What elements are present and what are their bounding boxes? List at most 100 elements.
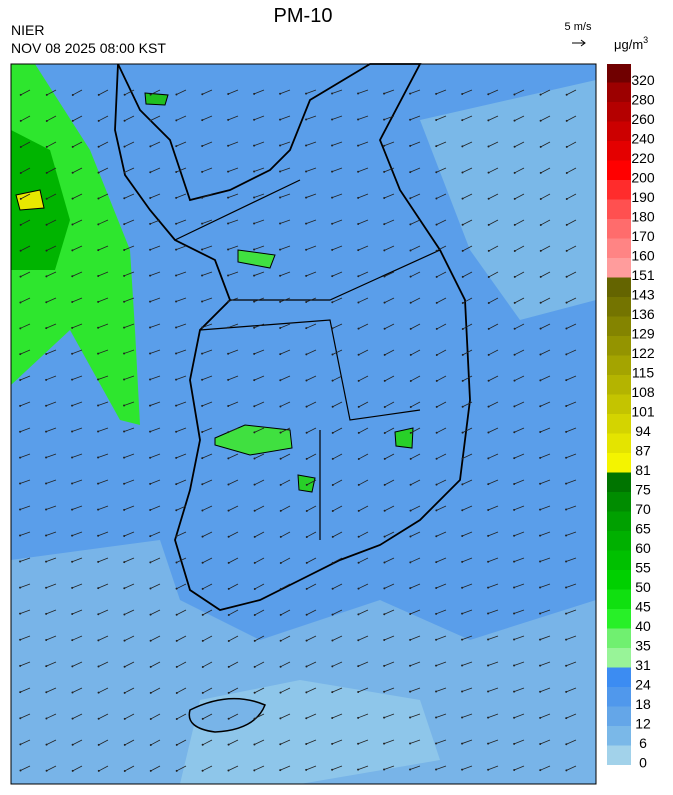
wind-arrow <box>488 141 499 147</box>
wind-arrow <box>20 193 31 200</box>
wind-arrow <box>539 583 551 588</box>
wind-arrowhead <box>201 587 204 590</box>
wind-arrowhead <box>149 145 152 148</box>
wind-arrowhead <box>279 691 282 694</box>
wind-arrowhead <box>487 145 490 148</box>
wind-arrow <box>384 479 395 486</box>
wind-arrow <box>383 739 395 744</box>
wind-arrowhead <box>539 223 542 226</box>
wind-arrow <box>488 167 499 174</box>
wind-arrow <box>253 115 265 121</box>
wind-arrow <box>72 271 83 277</box>
wind-arrowhead <box>435 690 438 693</box>
wind-arrowhead <box>383 483 386 486</box>
wind-arrow <box>280 557 291 564</box>
wind-arrowhead <box>487 379 490 382</box>
colorbar-bin <box>607 687 631 707</box>
wind-arrowhead <box>539 275 542 278</box>
wind-arrowhead <box>97 482 100 485</box>
wind-arrow <box>410 141 421 147</box>
wind-arrow <box>410 531 421 537</box>
wind-arrow <box>358 479 369 486</box>
wind-arrow <box>462 141 473 147</box>
wind-arrowhead <box>227 691 230 694</box>
colorbar-label: 65 <box>635 521 651 537</box>
high-zone <box>394 427 414 449</box>
wind-arrow <box>20 713 31 719</box>
colorbar-bin <box>607 492 631 512</box>
wind-arrowhead <box>305 587 308 590</box>
wind-arrowhead <box>71 613 74 616</box>
wind-arrowhead <box>409 405 412 408</box>
wind-arrow <box>45 557 57 562</box>
wind-arrow <box>20 661 31 667</box>
wind-arrowhead <box>45 482 48 485</box>
wind-arrowhead <box>227 378 230 381</box>
wind-arrowhead <box>435 716 438 719</box>
wind-arrowhead <box>123 717 126 720</box>
wind-arrow <box>461 661 473 666</box>
wind-arrow <box>566 713 577 719</box>
wind-arrowhead <box>279 613 282 616</box>
wind-arrow <box>384 557 395 563</box>
wind-arrowhead <box>45 456 48 459</box>
wind-arrow <box>123 297 135 303</box>
wind-arrow <box>462 297 473 304</box>
wind-arrowhead <box>201 509 204 512</box>
wind-arrow <box>254 557 265 564</box>
wind-arrowhead <box>331 717 334 720</box>
wind-arrow <box>280 635 291 642</box>
colorbar-label: 87 <box>635 443 651 459</box>
wind-arrowhead <box>279 248 282 251</box>
wind-arrowhead <box>383 690 386 693</box>
wind-arrowhead <box>461 353 464 356</box>
wind-arrow <box>97 479 109 484</box>
wind-arrow <box>540 141 551 148</box>
wind-arrow <box>566 193 577 200</box>
wind-arrow <box>488 349 499 356</box>
wind-arrowhead <box>539 119 542 122</box>
wind-arrowhead <box>409 249 412 252</box>
wind-arrow <box>227 349 239 355</box>
wind-arrowhead <box>435 483 438 486</box>
wind-arrow <box>383 141 395 147</box>
wind-arrowhead <box>409 638 412 641</box>
wind-arrowhead <box>149 613 152 616</box>
wind-arrowhead <box>253 431 256 434</box>
wind-arrowhead <box>175 717 178 720</box>
wind-arrow <box>202 713 213 720</box>
colorbar-label: 40 <box>635 618 651 634</box>
wind-arrowhead <box>357 222 360 225</box>
wind-arrowhead <box>279 509 282 512</box>
wind-arrowhead <box>331 639 334 642</box>
wind-arrowhead <box>201 769 204 772</box>
wind-arrowhead <box>19 456 22 459</box>
wind-arrowhead <box>175 483 178 486</box>
wind-arrow <box>462 89 473 95</box>
wind-arrowhead <box>461 171 464 174</box>
wind-arrowhead <box>461 275 464 278</box>
wind-arrowhead <box>19 145 22 148</box>
wind-arrow <box>384 635 395 641</box>
wind-arrowhead <box>487 405 490 408</box>
wind-arrow <box>462 271 473 278</box>
wind-arrow <box>514 427 525 433</box>
wind-arrowhead <box>45 612 48 615</box>
wind-arrowhead <box>357 587 360 590</box>
wind-arrowhead <box>227 665 230 668</box>
wind-arrowhead <box>97 665 100 668</box>
wind-arrowhead <box>331 431 334 434</box>
colorbar-bin <box>607 472 631 492</box>
wind-arrow <box>331 141 343 146</box>
wind-arrowhead <box>409 92 412 95</box>
wind-arrow <box>98 167 109 173</box>
wind-arrowhead <box>487 509 490 512</box>
wind-arrow <box>20 141 31 148</box>
wind-arrow <box>514 453 525 459</box>
wind-arrow <box>540 401 551 407</box>
wind-arrowhead <box>253 483 256 486</box>
wind-arrowhead <box>97 613 100 616</box>
wind-arrowhead <box>45 301 48 304</box>
wind-arrowhead <box>435 301 438 304</box>
wind-arrowhead <box>565 717 568 720</box>
